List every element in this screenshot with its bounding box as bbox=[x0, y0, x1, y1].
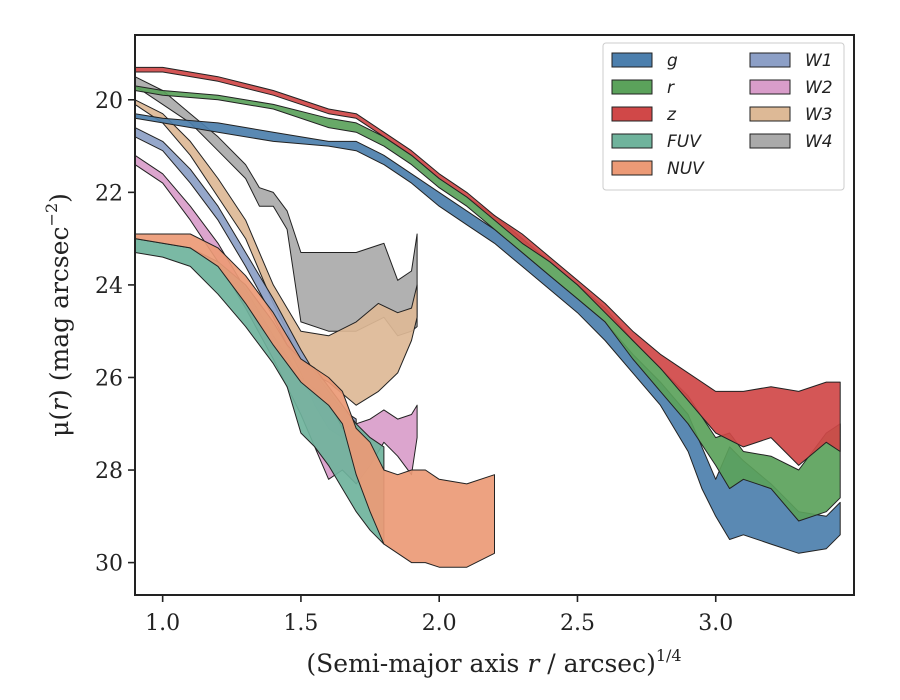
legend-swatch-nuv bbox=[611, 160, 653, 176]
legend: grz FUV NUV W1 W2 W3 W4 bbox=[602, 42, 845, 191]
legend-label-z: z bbox=[666, 105, 677, 125]
data-bands bbox=[134, 66, 841, 568]
legend-label-r: r bbox=[667, 78, 675, 98]
x-tick-label: 2.5 bbox=[560, 611, 595, 636]
x-tick-label: 2.0 bbox=[422, 611, 457, 636]
legend-swatch-w1 bbox=[749, 52, 791, 68]
legend-swatch-g bbox=[611, 52, 653, 68]
band-nuv bbox=[134, 233, 495, 568]
legend-label-w1: W1 bbox=[805, 51, 833, 71]
legend-label-w2: W2 bbox=[805, 78, 833, 98]
y-tick-label: 28 bbox=[95, 459, 123, 484]
band-w4 bbox=[134, 76, 418, 337]
y-axis-ticks: 20 22 24 26 28 30 bbox=[95, 89, 135, 577]
y-tick-label: 20 bbox=[95, 89, 123, 114]
y-tick-label: 22 bbox=[95, 181, 123, 206]
legend-swatch-w3 bbox=[749, 106, 791, 122]
legend-swatch-r bbox=[611, 79, 653, 95]
x-tick-label: 1.5 bbox=[283, 611, 318, 636]
legend-label-nuv: NUV bbox=[667, 159, 705, 179]
band-g bbox=[134, 113, 841, 554]
legend-swatch-fuv bbox=[611, 133, 653, 149]
x-axis-title: (Semi-major axis r / arcsec)1/4 bbox=[306, 646, 681, 678]
legend-label-g: g bbox=[667, 51, 678, 71]
x-tick-label: 1.0 bbox=[145, 611, 180, 636]
y-tick-label: 30 bbox=[95, 552, 123, 577]
x-tick-label: 3.0 bbox=[698, 611, 733, 636]
legend-swatch-w4 bbox=[749, 133, 791, 149]
y-tick-label: 24 bbox=[95, 274, 123, 299]
legend-swatch-z bbox=[611, 106, 653, 122]
legend-swatch-w2 bbox=[749, 79, 791, 95]
y-tick-label: 26 bbox=[95, 366, 123, 391]
band-w3 bbox=[134, 99, 418, 406]
y-axis-title: μ(r) (mag arcsec−2) bbox=[42, 193, 74, 437]
x-axis-ticks: 1.0 1.5 2.0 2.5 3.0 bbox=[145, 595, 733, 636]
legend-label-fuv: FUV bbox=[667, 132, 702, 152]
plot-frame bbox=[134, 34, 855, 596]
legend-label-w3: W3 bbox=[805, 105, 833, 125]
legend-label-w4: W4 bbox=[805, 132, 833, 152]
band-z bbox=[134, 66, 841, 466]
